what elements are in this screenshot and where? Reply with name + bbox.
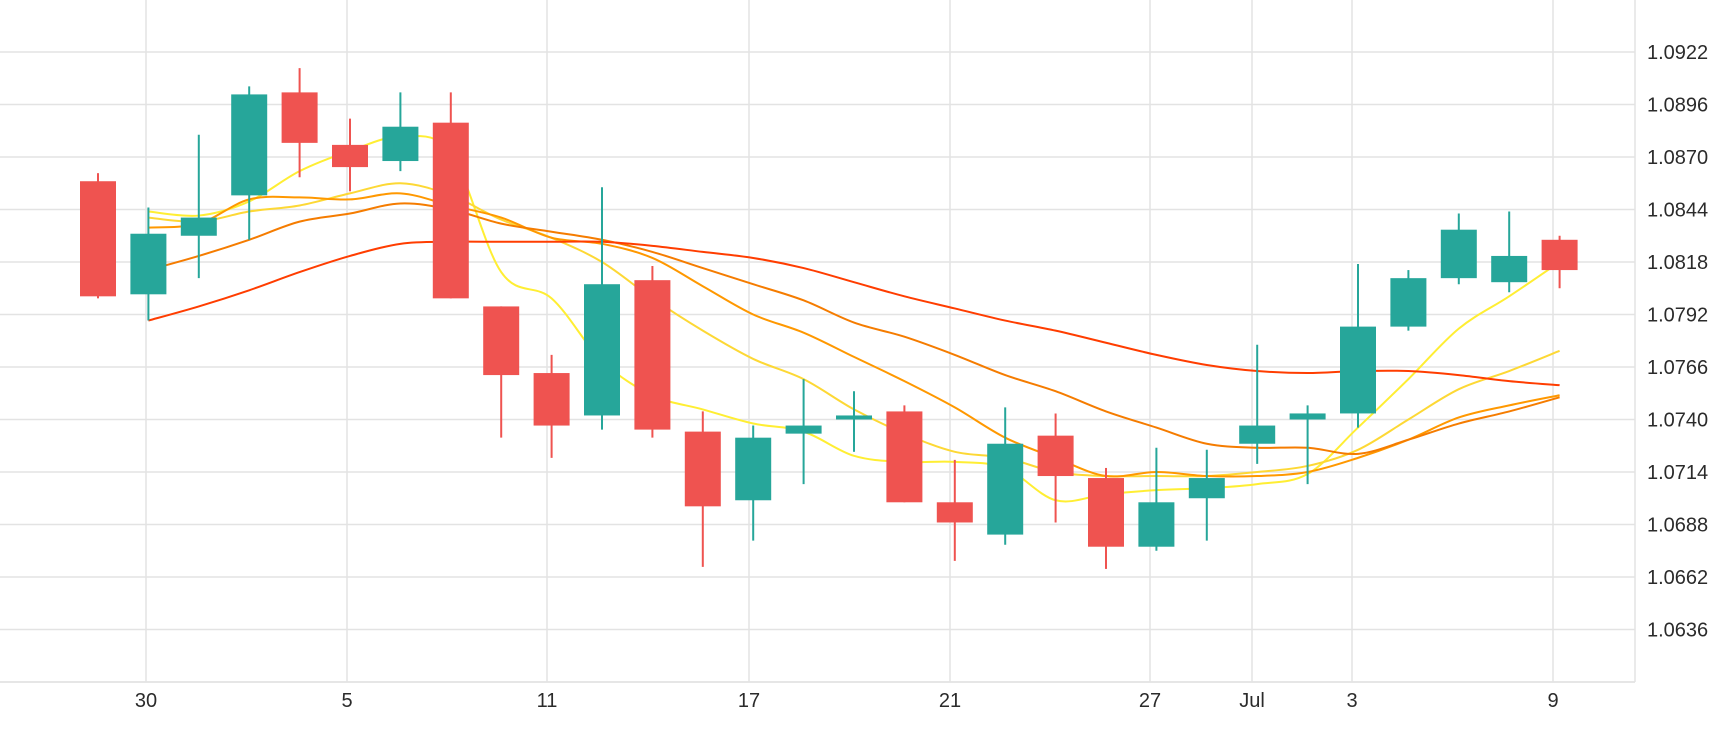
y-tick-label: 1.0896 (1647, 95, 1708, 117)
candle-up (584, 187, 620, 430)
candle-body (886, 411, 923, 503)
x-tick-label: 3 (1346, 690, 1357, 712)
candle-down (332, 118, 368, 192)
candle-body (987, 443, 1024, 535)
candle-body (533, 373, 570, 426)
candle-body (432, 122, 469, 299)
candle-up (1239, 344, 1276, 464)
candle-body (785, 425, 822, 434)
x-tick-label: 5 (341, 690, 352, 712)
candle-down (886, 405, 923, 503)
candle-body (1289, 413, 1326, 420)
candle-body (382, 126, 419, 162)
x-tick-label: 11 (537, 690, 558, 712)
x-tick-label: 17 (738, 690, 760, 712)
candle-up (1138, 447, 1175, 551)
candle-body (1340, 326, 1376, 414)
y-tick-label: 1.0688 (1647, 515, 1708, 537)
candle-body (936, 502, 973, 523)
candle-body (1491, 255, 1528, 283)
y-tick-label: 1.0922 (1647, 42, 1708, 64)
x-tick-label: 9 (1547, 690, 1558, 712)
candle-up (1390, 270, 1427, 331)
candle-body (231, 94, 268, 196)
ma-line-8 (148, 192, 1560, 478)
y-tick-label: 1.0844 (1647, 200, 1708, 222)
candle-up (1289, 405, 1326, 485)
candle-body (281, 92, 318, 143)
candle-up (130, 207, 167, 321)
candle-up (180, 134, 217, 279)
y-tick-label: 1.0662 (1647, 567, 1708, 589)
grid (0, 0, 1636, 683)
candle-body (80, 181, 116, 297)
candle-down (432, 92, 469, 299)
axes: 1.0922 1.0896 1.0870 1.0844 1.0818 1.0792 1.07… (135, 42, 1708, 712)
y-tick-label: 1.0740 (1647, 410, 1708, 432)
candle-body (1138, 502, 1175, 547)
ma-line-13 (148, 202, 1560, 455)
candle-down (281, 68, 318, 178)
candle-up (836, 391, 872, 452)
candle-up (382, 92, 419, 172)
candle-down (1088, 467, 1124, 569)
candle-body (130, 233, 167, 295)
candle-body (1440, 229, 1477, 279)
candle-up (785, 379, 822, 485)
candle-body (836, 415, 872, 420)
candle-body (684, 431, 721, 507)
candle-down (1037, 413, 1074, 523)
x-tick-label: 30 (135, 690, 157, 712)
candle-up (1440, 213, 1477, 285)
candle-body (1088, 478, 1124, 547)
candle-up (1188, 449, 1225, 541)
candle-body (332, 144, 368, 168)
candle-up (735, 425, 772, 541)
candle-body (634, 280, 671, 430)
candle-down (936, 459, 973, 561)
y-tick-label: 1.0714 (1647, 462, 1708, 484)
y-tick-label: 1.0870 (1647, 147, 1708, 169)
y-tick-label: 1.0818 (1647, 252, 1708, 274)
y-tick-label: 1.0636 (1647, 620, 1708, 642)
candles (80, 68, 1578, 569)
candle-down (634, 266, 671, 438)
candle-down (80, 173, 116, 299)
candle-body (1037, 435, 1074, 477)
candle-body (483, 306, 520, 376)
y-tick-label: 1.0792 (1647, 305, 1708, 327)
x-tick-label: 27 (1139, 690, 1161, 712)
x-tick-label: 21 (939, 690, 961, 712)
candle-down (483, 306, 520, 438)
candle-down (684, 411, 721, 567)
candle-body (584, 284, 620, 416)
candle-body (735, 437, 772, 501)
candle-body (1390, 278, 1427, 327)
candle-body (180, 217, 217, 236)
candle-up (1340, 264, 1376, 428)
y-tick-label: 1.0766 (1647, 357, 1708, 379)
candle-up (987, 407, 1024, 545)
candle-body (1239, 425, 1276, 444)
candle-down (533, 354, 570, 458)
candle-down (1541, 235, 1578, 289)
candle-up (1491, 211, 1528, 293)
candle-up (231, 86, 268, 240)
candle-body (1188, 478, 1225, 499)
x-tick-label: Jul (1239, 690, 1265, 712)
ma-line-21 (148, 240, 1560, 387)
candle-body (1541, 239, 1578, 271)
